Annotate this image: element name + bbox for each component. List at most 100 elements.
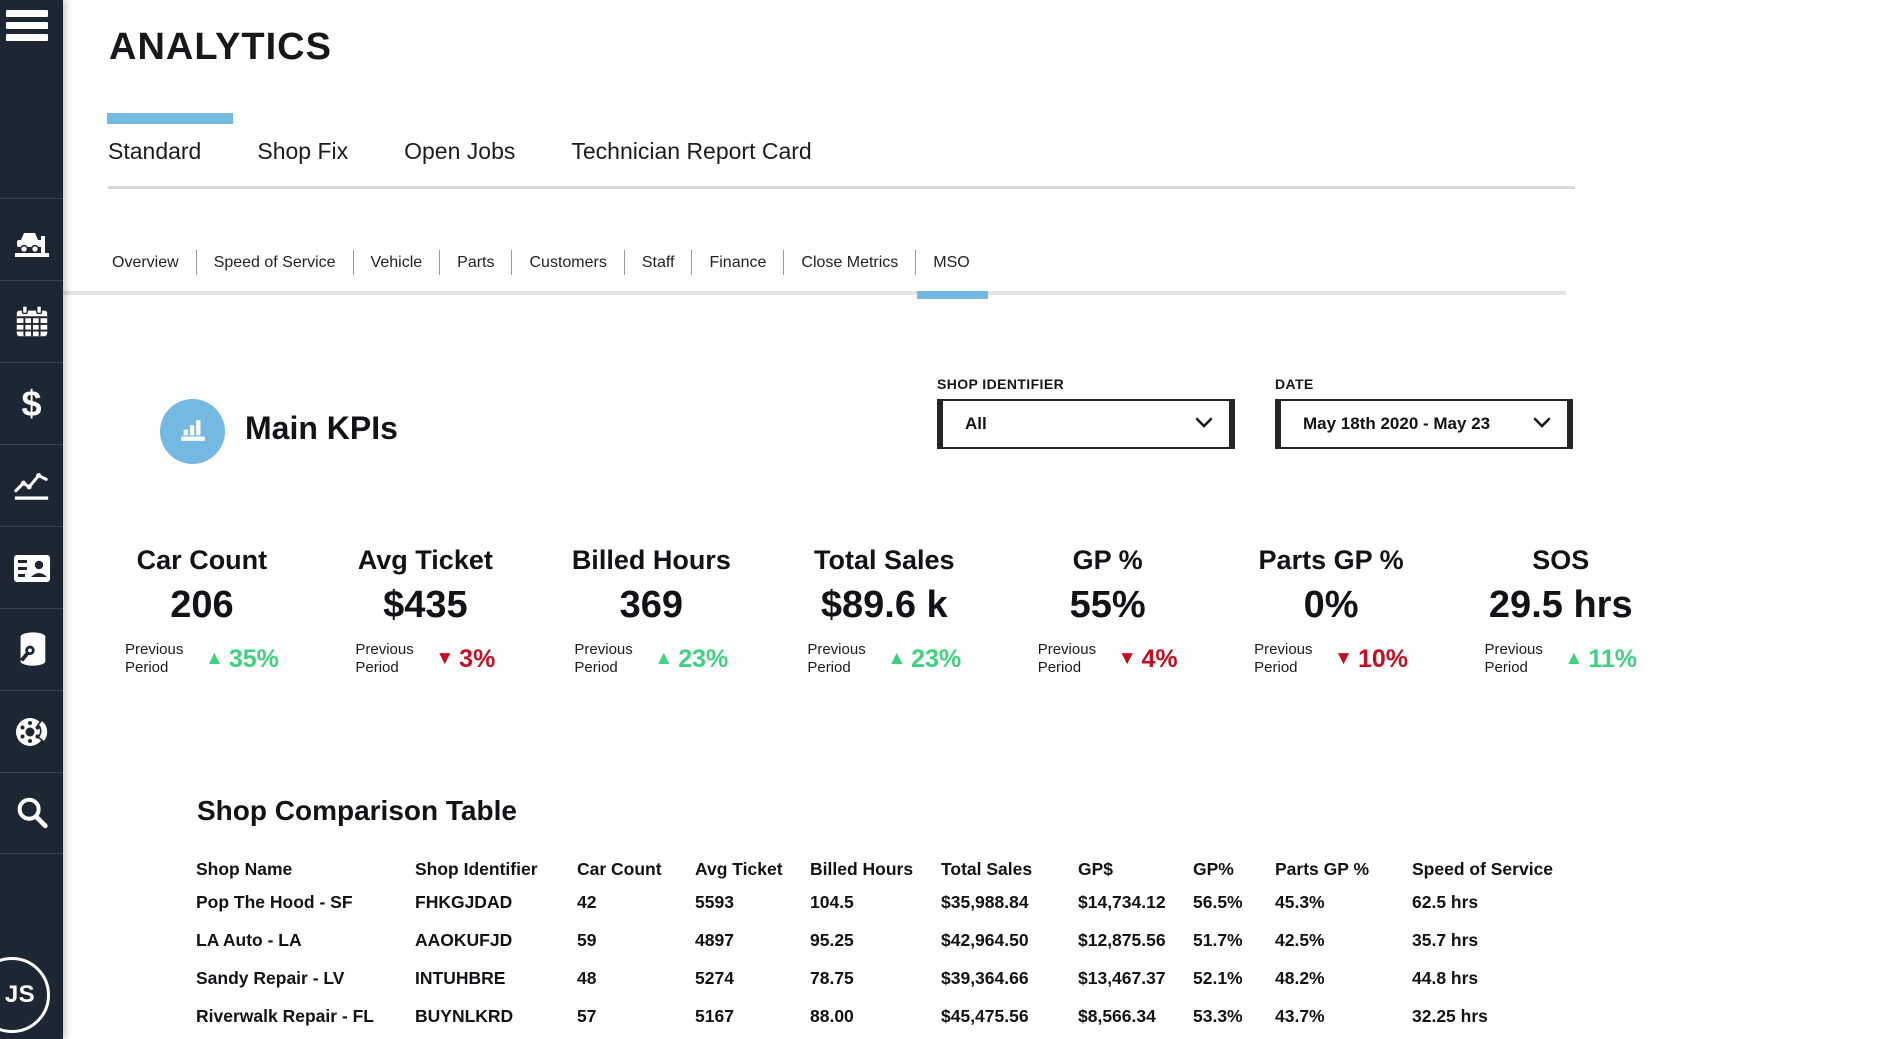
sidebar-item-calendar[interactable] [0,280,63,362]
sidebar-item-search[interactable] [0,772,63,854]
table-cell: 5274 [695,967,734,988]
kpi-card-avg-ticket: Avg Ticket $435 Previous Period ▼ 3% [355,545,495,677]
kpi-delta: ▲ 35% [205,645,279,674]
table-cell: 51.7% [1193,929,1243,950]
kpi-delta: ▲ 11% [1565,645,1637,674]
kpi-label: Billed Hours [571,545,731,575]
kpi-label: SOS [1532,545,1590,575]
subtab-separator [915,250,917,275]
tab-shop-fix[interactable]: Shop Fix [257,138,349,164]
previous-period-label: Previous Period [807,641,866,676]
table-cell: LA Auto - LA [196,929,302,950]
sidebar-item-service[interactable] [0,198,63,280]
contact-card-icon [12,548,52,588]
column-header: Shop Name [196,858,293,879]
table-cell: $35,988.84 [941,891,1029,912]
subtab-overview[interactable]: Overview [112,253,179,271]
kpi-card-gp-percent: GP % 55% Previous Period ▼ 4% [1038,545,1178,677]
kpi-delta: ▼ 10% [1334,645,1408,674]
trend-chart-icon [13,467,51,505]
kpi-card-billed-hours: Billed Hours 369 Previous Period ▲ 23% [572,545,731,677]
date-select[interactable]: May 18th 2020 - May 23 [1275,399,1573,449]
subtab-separator [439,250,441,275]
table-cell: 56.5% [1193,891,1243,912]
sidebar: $ [0,0,63,1039]
kpi-label: Avg Ticket [357,545,493,575]
chevron-down-icon [1533,415,1551,433]
shop-identifier-label: SHOP IDENTIFIER [937,376,1065,392]
subtab-vehicle[interactable]: Vehicle [370,253,423,271]
table-cell: 88.00 [810,1005,854,1026]
sidebar-item-parts-data[interactable] [0,608,63,690]
sidebar-item-trends[interactable] [0,444,63,526]
hamburger-menu-icon[interactable] [6,10,48,44]
active-tab-indicator [107,113,233,124]
kpi-delta: ▲ 23% [887,645,961,674]
subtab-speed-of-service[interactable]: Speed of Service [213,253,336,271]
table-cell: Pop The Hood - SF [196,891,353,912]
table-cell: $12,875.56 [1078,929,1166,950]
kpi-label: Parts GP % [1258,545,1404,575]
kpi-value: 0% [1303,584,1359,626]
table-cell: $45,475.56 [941,1005,1029,1026]
tab-standard[interactable]: Standard [108,138,202,164]
subtab-staff[interactable]: Staff [641,253,675,271]
trend-up-icon: ▲ [1564,648,1584,669]
kpi-delta-value: 10% [1357,644,1409,673]
calendar-icon [13,303,51,341]
table-cell: AAOKUFJD [415,929,513,950]
subtab-separator [623,250,625,275]
table-row: Riverwalk Repair - FL BUYNLKRD 57 5167 8… [196,997,1602,1035]
table-cell: 4897 [695,929,734,950]
table-title: Shop Comparison Table [197,795,517,826]
tab-technician-report-card[interactable]: Technician Report Card [571,138,812,164]
database-wrench-icon [13,630,51,670]
subtab-close-metrics[interactable]: Close Metrics [801,253,899,271]
kpi-value: $435 [383,584,468,626]
kpi-delta-value: 11% [1588,644,1637,673]
shop-comparison-table: Shop Name Shop Identifier Car Count Avg … [196,855,1602,1035]
kpi-delta: ▼ 4% [1118,645,1178,674]
kpi-delta-value: 4% [1141,644,1178,673]
date-filter: DATE May 18th 2020 - May 23 [1275,376,1573,449]
kpi-label: Total Sales [813,545,955,575]
previous-period-label: Previous Period [125,641,184,676]
trend-down-icon: ▼ [1334,648,1353,669]
kpi-delta-value: 23% [678,644,729,673]
previous-period-label: Previous Period [1037,641,1097,676]
tabs-divider [108,186,1575,189]
subtab-customers[interactable]: Customers [529,253,607,271]
table-cell: $42,964.50 [941,929,1029,950]
kpi-card-parts-gp-percent: Parts GP % 0% Previous Period ▼ 10% [1254,545,1408,677]
subtab-parts[interactable]: Parts [457,253,495,271]
sidebar-item-brakes[interactable] [0,690,63,772]
subtab-finance[interactable]: Finance [709,253,767,271]
kpi-card-car-count: Car Count 206 Previous Period ▲ 35% [125,545,279,677]
table-cell: BUYNLKRD [415,1005,514,1026]
kpi-value: 55% [1069,584,1146,626]
subtab-mso[interactable]: MSO [917,254,989,299]
kpi-label: Car Count [136,545,268,575]
shop-identifier-select[interactable]: All [937,399,1235,449]
kpi-value: 369 [619,584,684,626]
trend-up-icon: ▲ [205,648,224,669]
table-cell: 42.5% [1275,929,1325,950]
table-cell: Riverwalk Repair - FL [196,1005,374,1026]
page-title: ANALYTICS [109,26,332,68]
sidebar-item-finance[interactable]: $ [0,362,63,444]
table-cell: 53.3% [1193,1005,1243,1026]
user-avatar[interactable]: JS [0,957,50,1033]
column-header: GP$ [1078,858,1114,879]
sidebar-nav: $ [0,198,63,854]
kpi-row: Car Count 206 Previous Period ▲ 35% Avg … [125,545,1637,677]
table-cell: $13,467.37 [1078,967,1166,988]
tab-open-jobs[interactable]: Open Jobs [404,138,516,164]
kpi-card-sos: SOS 29.5 hrs Previous Period ▲ 11% [1485,545,1637,677]
subtab-separator [783,250,785,275]
sidebar-item-customers[interactable] [0,526,63,608]
secondary-tabs: Overview Speed of Service Vehicle Parts … [108,250,989,299]
subtab-separator [352,250,354,275]
column-header: Speed of Service [1412,858,1554,879]
shop-identifier-value: All [965,414,987,433]
column-header: Avg Ticket [695,858,783,879]
